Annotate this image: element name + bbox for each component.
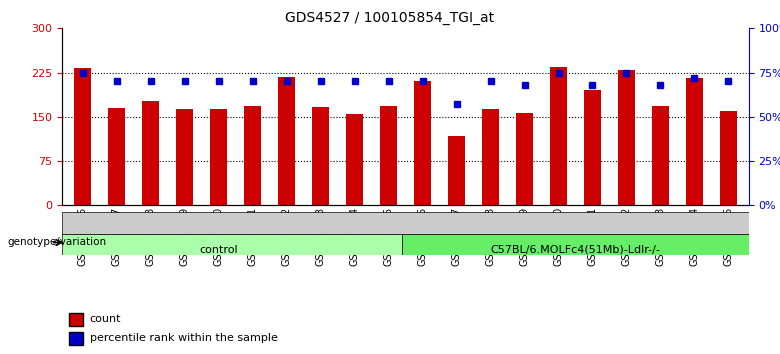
Text: GDS4527 / 100105854_TGI_at: GDS4527 / 100105854_TGI_at <box>285 11 495 25</box>
Bar <box>686 79 703 205</box>
Bar <box>142 101 159 205</box>
Text: count: count <box>90 314 122 324</box>
Bar <box>380 106 397 205</box>
Bar <box>402 234 749 255</box>
Bar <box>482 109 499 205</box>
Bar <box>618 70 635 205</box>
Bar <box>312 107 329 205</box>
Text: C57BL/6.MOLFc4(51Mb)-Ldlr-/-: C57BL/6.MOLFc4(51Mb)-Ldlr-/- <box>491 245 661 255</box>
Bar <box>652 106 669 205</box>
FancyBboxPatch shape <box>69 313 83 326</box>
Bar <box>448 136 465 205</box>
Text: control: control <box>200 245 238 255</box>
Bar <box>278 77 295 205</box>
Bar <box>176 109 193 205</box>
Text: percentile rank within the sample: percentile rank within the sample <box>90 333 278 343</box>
FancyBboxPatch shape <box>69 332 83 345</box>
Text: genotype/variation: genotype/variation <box>8 238 107 247</box>
Bar <box>346 114 363 205</box>
Bar <box>108 108 126 205</box>
Bar <box>414 81 431 205</box>
Bar <box>584 90 601 205</box>
Bar <box>74 68 91 205</box>
Bar <box>244 106 261 205</box>
Bar <box>211 109 227 205</box>
Bar <box>720 111 737 205</box>
Bar <box>516 113 533 205</box>
Bar <box>62 234 402 255</box>
Bar <box>550 67 567 205</box>
Bar <box>62 212 749 234</box>
